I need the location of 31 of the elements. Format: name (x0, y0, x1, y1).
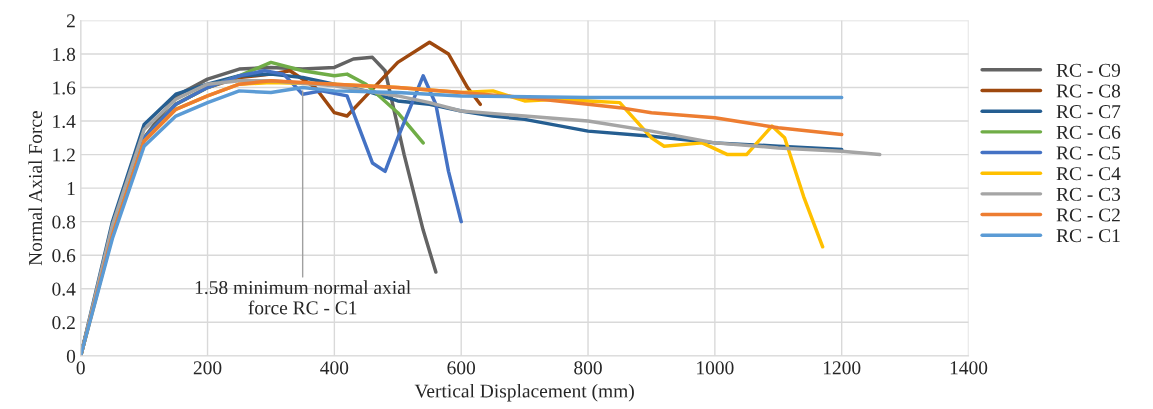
x-tick-label: 1200 (823, 361, 861, 375)
legend-label: RC - C6 (1056, 125, 1121, 139)
y-tick-label: 1.4 (53, 114, 76, 129)
y-tick-label: 0.2 (52, 316, 75, 330)
legend-label: RC - C7 (1056, 105, 1121, 119)
y-axis-title: Normal Axial Force (28, 111, 43, 266)
y-tick-label: 0.6 (52, 249, 76, 263)
x-tick-label: 600 (447, 361, 476, 375)
y-tick-label: 0 (66, 349, 76, 363)
y-tick-label: 2 (66, 14, 75, 28)
x-tick-label: 0 (76, 361, 85, 375)
x-tick-label: 200 (193, 361, 222, 375)
legend-label: RC - C5 (1056, 146, 1121, 160)
x-tick-label: 400 (320, 361, 349, 375)
legend-label: RC - C8 (1056, 84, 1121, 98)
y-tick-label: 1 (67, 182, 75, 195)
x-axis-title: Vertical Displacement (mm) (414, 383, 634, 402)
legend-label: RC - C2 (1056, 208, 1120, 222)
x-tick-label: 1400 (950, 361, 988, 375)
legend-label: RC - C9 (1056, 63, 1121, 77)
y-tick-label: 1.8 (53, 47, 76, 62)
legend-label: RC - C1 (1056, 229, 1120, 243)
y-tick-label: 1.2 (53, 148, 75, 162)
x-tick-label: 800 (574, 361, 602, 375)
y-tick-label: 0.4 (52, 282, 76, 296)
x-tick-label: 1000 (697, 361, 734, 375)
legend-label: RC - C4 (1056, 167, 1121, 181)
y-tick-label: 0.8 (52, 215, 76, 229)
annotation: 1.58 minimum normal axial force RC - C1 (195, 280, 411, 315)
legend-label: RC - C3 (1056, 187, 1121, 201)
y-tick-label: 1.6 (53, 81, 76, 95)
